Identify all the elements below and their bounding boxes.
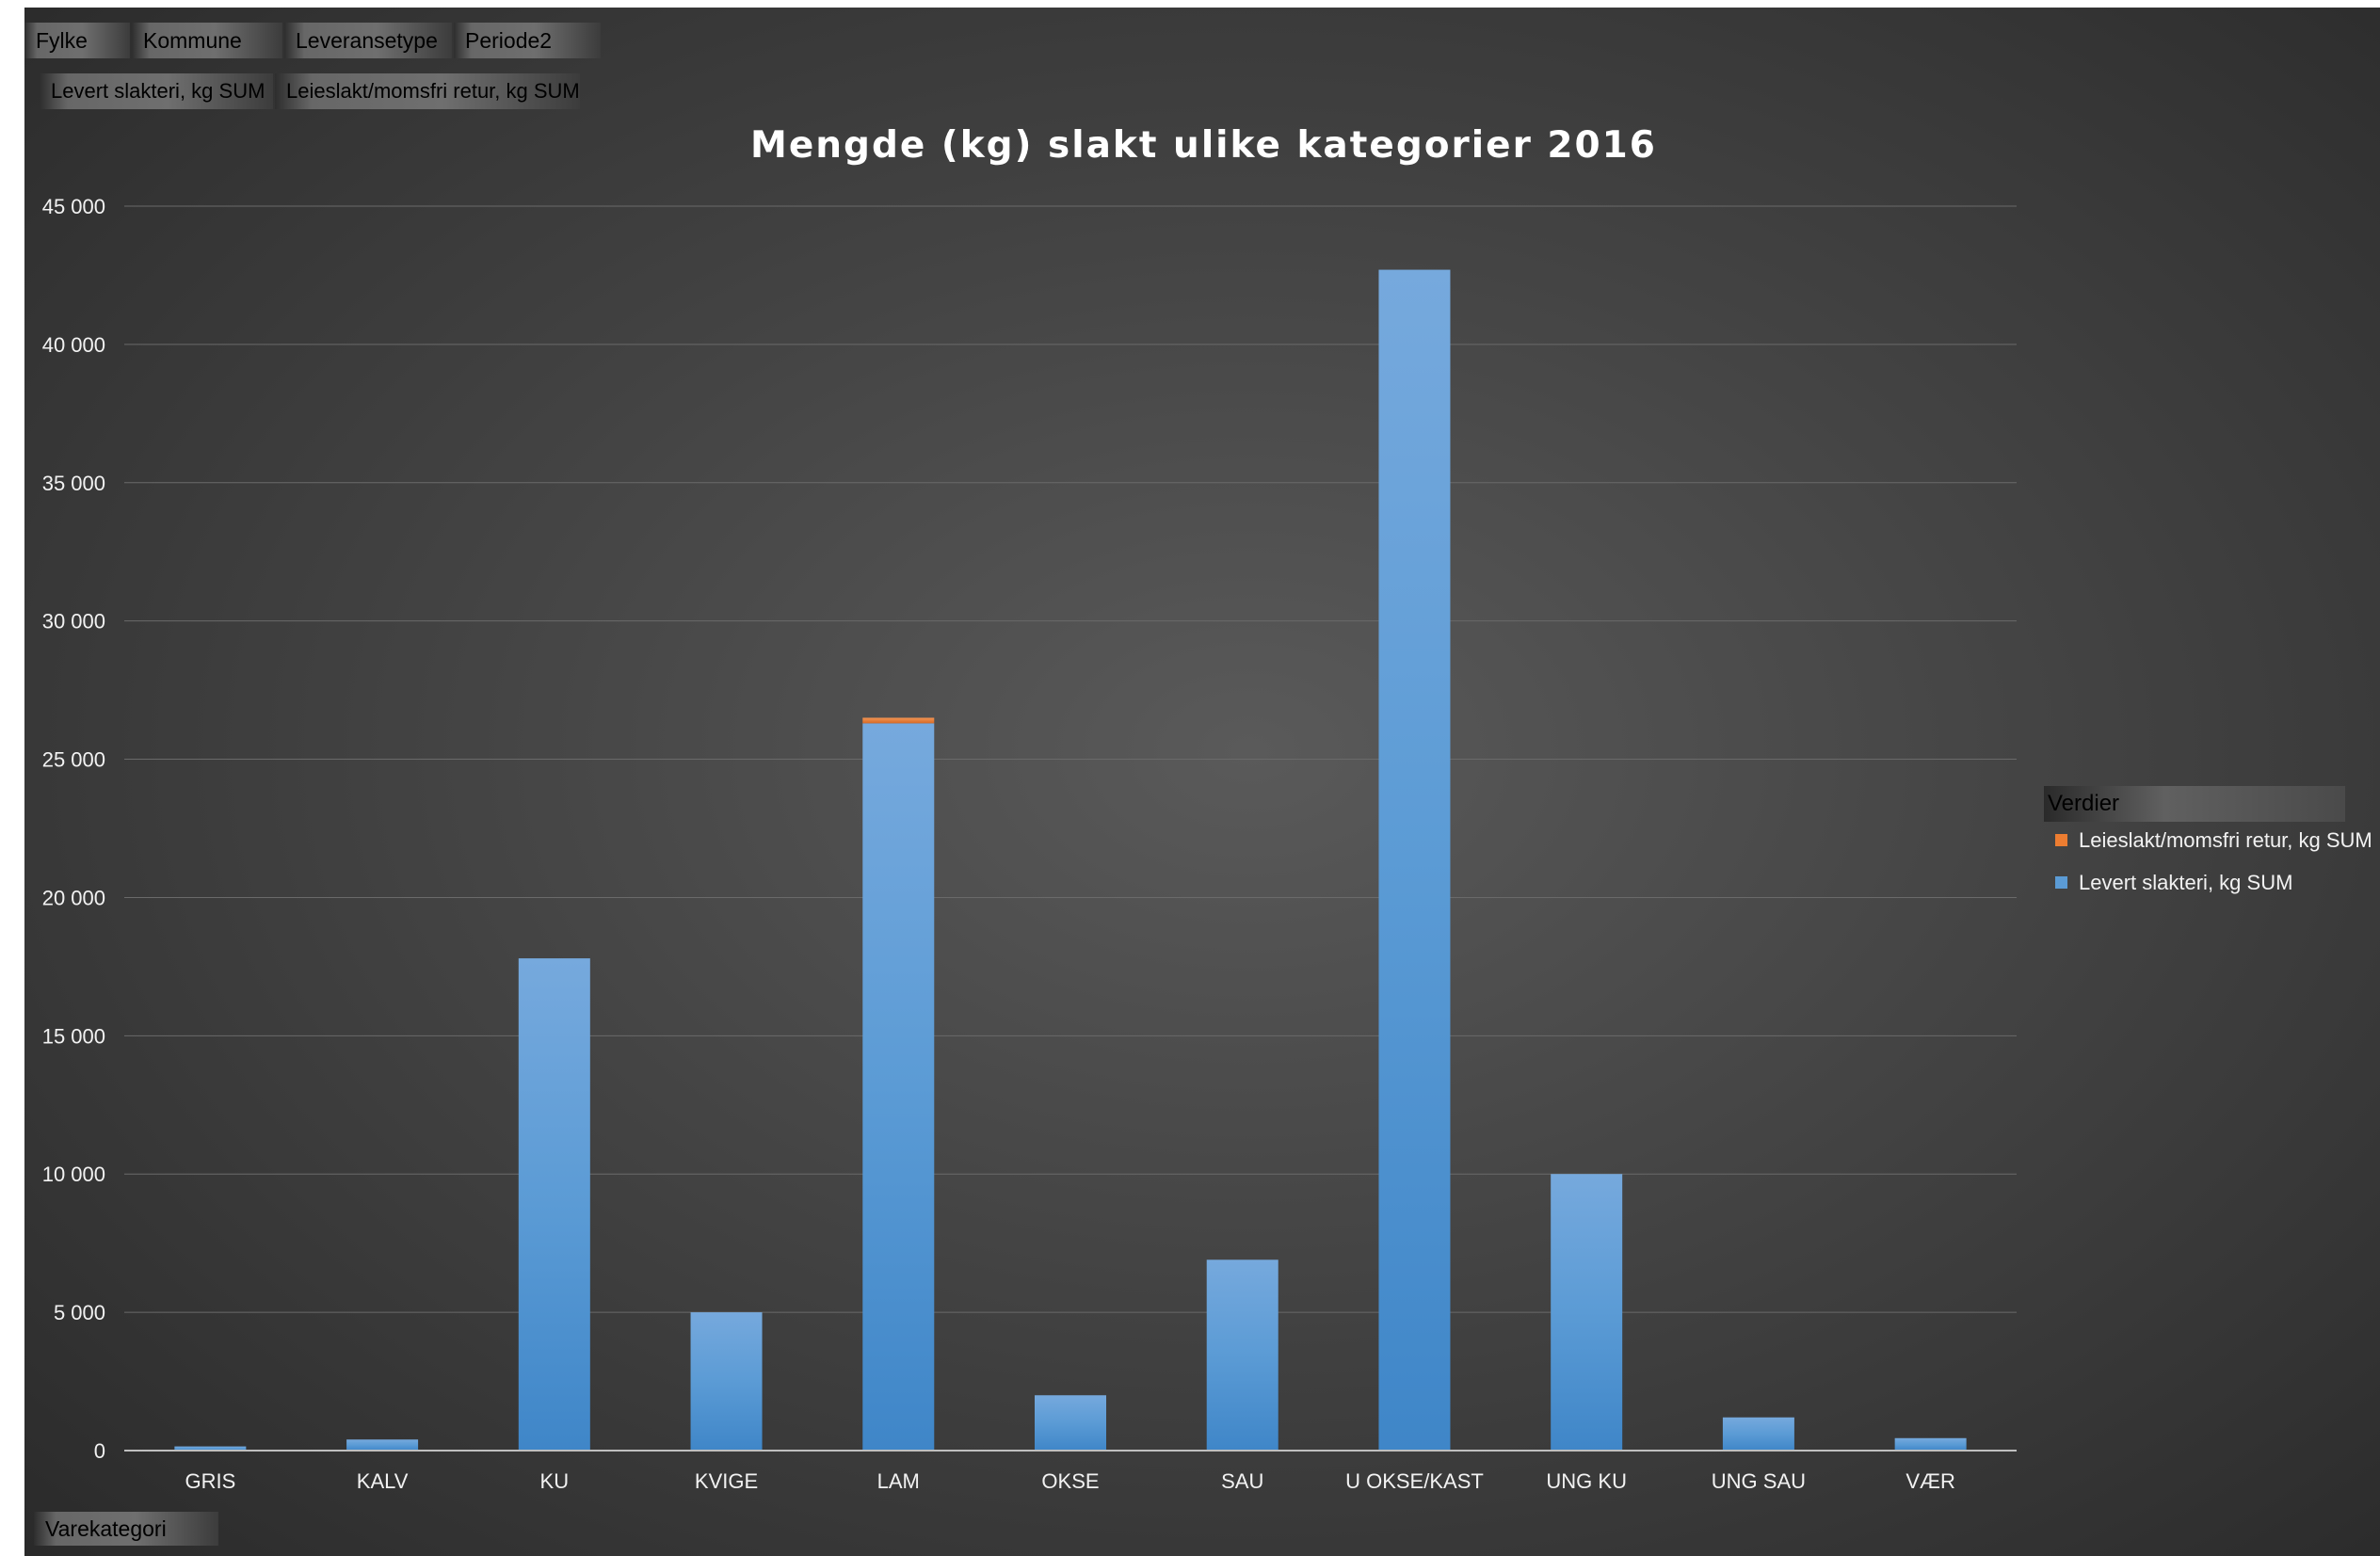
x-tick-label: KU [540, 1469, 570, 1493]
legend-label-leieslakt: Leieslakt/momsfri retur, kg SUM [2079, 828, 2372, 852]
bar-levert [1206, 1259, 1278, 1451]
filter-button-leveransetype[interactable]: Leveransetype [284, 23, 452, 58]
x-tick-label: GRIS [185, 1469, 235, 1493]
chart-area [24, 8, 2380, 1556]
value-field-button-leieslakt[interactable]: Leieslakt/momsfri retur, kg SUM [275, 73, 580, 109]
x-tick-label: OKSE [1041, 1469, 1099, 1493]
filter-button-periode2[interactable]: Periode2 [454, 23, 601, 58]
bar-levert [1894, 1437, 1967, 1451]
legend-swatch-blue [2055, 875, 2067, 889]
bar-levert [1722, 1417, 1794, 1451]
x-tick-label: SAU [1221, 1469, 1263, 1493]
bar-levert [1551, 1174, 1623, 1451]
chart-title: Mengde (kg) slakt ulike kategorier 2016 [750, 124, 1657, 167]
legend-title: Verdier [2044, 786, 2345, 822]
bar-levert [862, 723, 935, 1451]
y-tick-label: 20 000 [42, 886, 105, 909]
y-tick-label: 30 000 [42, 610, 105, 634]
bar-levert [1035, 1395, 1106, 1451]
y-tick-label: 10 000 [42, 1163, 105, 1186]
x-tick-label: U OKSE/KAST [1345, 1469, 1484, 1493]
axis-field-button-varekategori[interactable]: Varekategori [34, 1512, 218, 1546]
filter-button-fylke[interactable]: Fylke [24, 23, 130, 58]
legend-label-levert: Levert slakteri, kg SUM [2079, 871, 2293, 894]
y-tick-label: 25 000 [42, 748, 105, 772]
legend-item-leieslakt: Leieslakt/momsfri retur, kg SUM [2055, 826, 2372, 855]
filter-button-kommune[interactable]: Kommune [132, 23, 282, 58]
bar-leieslakt [862, 717, 935, 724]
y-tick-label: 45 000 [42, 195, 105, 218]
bar-levert [174, 1446, 247, 1451]
legend-item-levert: Levert slakteri, kg SUM [2055, 869, 2292, 897]
y-tick-label: 5 000 [54, 1301, 105, 1324]
x-tick-label: LAM [877, 1469, 920, 1493]
y-tick-label: 0 [94, 1439, 105, 1463]
y-tick-label: 35 000 [42, 472, 105, 495]
y-tick-label: 40 000 [42, 333, 105, 357]
x-tick-label: UNG SAU [1712, 1469, 1806, 1493]
x-tick-label: KVIGE [695, 1469, 758, 1493]
bar-levert [690, 1312, 763, 1451]
x-tick-label: VÆR [1906, 1469, 1955, 1493]
x-tick-label: UNG KU [1546, 1469, 1627, 1493]
y-tick-label: 15 000 [42, 1024, 105, 1048]
x-tick-label: KALV [357, 1469, 409, 1493]
bar-levert [1378, 269, 1451, 1452]
legend-swatch-orange [2055, 833, 2067, 846]
bar-levert [518, 958, 590, 1451]
value-field-button-levert[interactable]: Levert slakteri, kg SUM [40, 73, 273, 109]
bar-levert [346, 1439, 419, 1451]
